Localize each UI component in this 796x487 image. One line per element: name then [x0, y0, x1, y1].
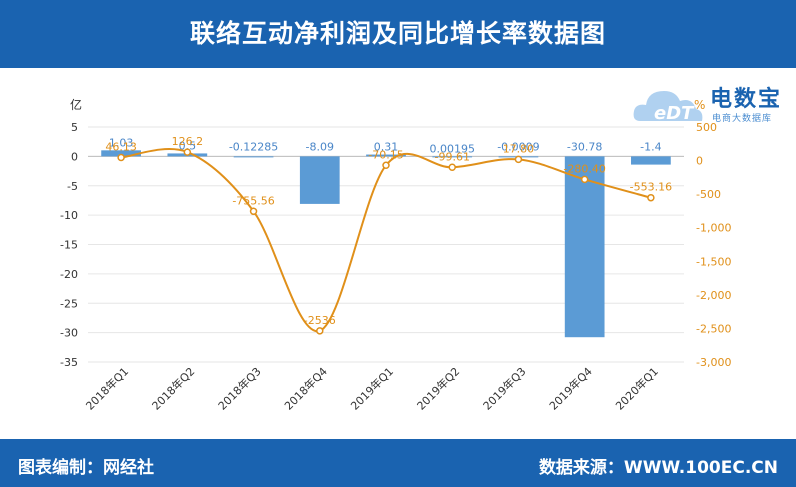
page-title: 联络互动净利润及同比增长率数据图: [189, 19, 606, 48]
bar-value-label: -8.09: [306, 140, 334, 153]
bar: [564, 156, 605, 338]
bar: [233, 156, 274, 158]
line-value-label: -755.56: [232, 194, 274, 207]
line-value-label: -70.15: [368, 148, 403, 161]
bar: [101, 150, 141, 157]
footer-source: 数据来源：WWW.100EC.CN: [538, 458, 778, 478]
bar: [432, 156, 473, 158]
right-tick-label: -1,000: [696, 222, 731, 235]
bar-value-label: -1.4: [640, 140, 661, 153]
category-label: 2019年Q4: [546, 364, 595, 413]
right-tick-label: 0: [696, 155, 703, 168]
growth-rate-line: [120, 148, 652, 332]
cloud-logo-icon: eDT: [633, 91, 703, 124]
bar: [299, 156, 340, 204]
svg-text:eDT: eDT: [654, 103, 695, 124]
line-point: [448, 163, 456, 172]
footer-bar: 图表编制：网经社 数据来源：WWW.100EC.CN: [0, 439, 796, 487]
category-label: 2018年Q4: [281, 364, 330, 413]
line-value-label: 126.2: [172, 135, 204, 148]
left-tick-label: -30: [60, 327, 78, 340]
line-value-label: -99.61: [434, 150, 469, 163]
left-tick-label: -20: [60, 268, 78, 281]
line-value-label: 17.80: [503, 142, 535, 155]
right-axis-unit: %: [694, 98, 705, 112]
line-point: [382, 161, 390, 170]
category-label: 2018年Q2: [149, 364, 198, 413]
right-tick-label: -500: [696, 188, 721, 201]
watermark-sub: 电商大数据库: [712, 114, 773, 124]
left-axis-unit: 亿: [70, 97, 82, 112]
bar-value-label: 1.03: [109, 136, 134, 149]
right-tick-label: -3,000: [696, 356, 731, 369]
chart: 5 0 -5 -10 -15 -20 -25 -30 -35 亿 500 0 -500 -1,000 -1,…: [60, 97, 731, 413]
bar-value-label: -0.0009: [497, 140, 539, 153]
right-tick-label: -2,500: [696, 322, 731, 335]
watermark-logo: eDT 电数宝 电商大数据库: [630, 75, 790, 135]
left-tick-label: -15: [60, 239, 78, 252]
bar-value-label: -30.78: [567, 140, 602, 153]
line-point: [316, 327, 324, 335]
category-label: 2019年Q1: [348, 364, 397, 413]
category-label: 2018年Q3: [215, 364, 264, 413]
footer-editor: 图表编制：网经社: [18, 458, 154, 478]
header-bar: 联络互动净利润及同比增长率数据图: [0, 0, 796, 68]
category-label: 2018年Q1: [83, 364, 132, 413]
bar: [631, 156, 671, 165]
line-point: [249, 207, 258, 216]
bar-value-label: 0.5: [179, 139, 197, 152]
line-point: [580, 175, 589, 184]
left-tick-label: -5: [67, 180, 78, 193]
line-point: [514, 155, 523, 164]
left-tick-label: -35: [60, 356, 78, 369]
right-tick-label: -2,000: [696, 289, 731, 302]
category-label: 2019年Q3: [480, 364, 529, 413]
line-value-label: 46.13: [105, 140, 137, 153]
left-tick-label: 0: [71, 150, 78, 163]
left-tick-label: -10: [60, 209, 78, 222]
line-value-label: -280.40: [563, 162, 605, 175]
line-point: [647, 193, 655, 202]
category-label: 2019年Q2: [414, 364, 463, 413]
bar-value-label: 0.00195: [429, 142, 475, 155]
line-point: [117, 153, 125, 162]
left-tick-label: -25: [60, 297, 78, 310]
watermark-brand: 电数宝: [710, 87, 783, 112]
line-value-label: -2536: [304, 314, 336, 327]
bar-value-label: 0.31: [374, 141, 399, 154]
category-label: 2020年Q1: [612, 364, 661, 413]
line-point: [183, 148, 192, 156]
bar: [366, 154, 406, 157]
left-tick-label: 5: [71, 121, 78, 134]
bar-value-label: -0.12285: [229, 140, 278, 153]
right-tick-label: -1,500: [696, 255, 731, 268]
right-tick-label: 500: [696, 121, 717, 134]
line-value-label: -553.16: [630, 181, 672, 194]
